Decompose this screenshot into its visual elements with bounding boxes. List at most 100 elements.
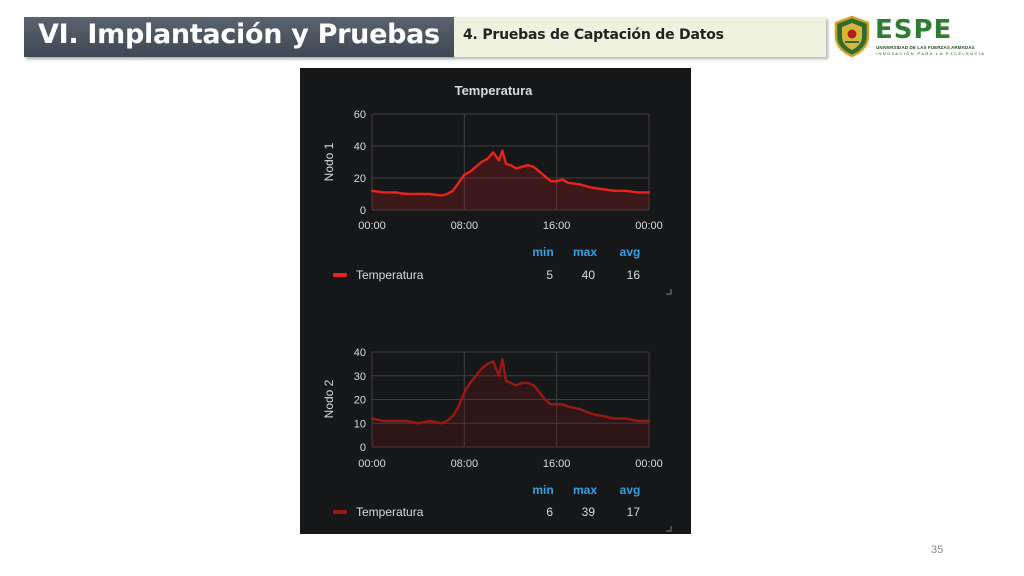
series-area-fill: [372, 150, 649, 210]
data-point: [543, 398, 547, 401]
data-point: [636, 419, 639, 423]
data-point: [504, 379, 508, 382]
data-point: [532, 384, 535, 387]
y-tick-label: 20: [354, 173, 366, 185]
stat-value-avg: 17: [627, 505, 641, 519]
x-tick-label: 00:00: [635, 220, 663, 232]
data-point: [393, 191, 397, 194]
data-point: [647, 191, 651, 194]
data-point: [590, 186, 593, 189]
data-point: [417, 422, 420, 425]
data-point: [417, 192, 420, 196]
data-point: [624, 189, 628, 192]
data-point: [492, 151, 495, 154]
stat-value-max: 39: [582, 505, 596, 519]
series-area-fill: [372, 359, 649, 447]
logo-wordmark: ESPE: [875, 15, 953, 45]
y-tick-label: 20: [354, 395, 366, 407]
x-tick-label: 00:00: [635, 458, 663, 470]
data-point: [468, 381, 472, 385]
legend-swatch: [333, 273, 347, 277]
y-tick-label: 30: [354, 371, 366, 383]
x-tick-label: 00:00: [358, 458, 386, 470]
data-point: [382, 419, 385, 423]
resize-handle-icon: [666, 526, 672, 532]
stat-value-min: 5: [546, 268, 553, 282]
x-tick-label: 00:00: [358, 220, 386, 232]
data-point: [509, 381, 512, 385]
data-point: [624, 417, 628, 420]
data-point: [509, 164, 512, 167]
data-point: [549, 180, 553, 183]
section-subtitle: 4. Pruebas de Captación de Datos: [463, 27, 724, 43]
data-point: [370, 189, 374, 192]
data-point: [504, 162, 508, 165]
data-point: [567, 405, 570, 408]
data-point: [543, 175, 547, 178]
section-subtitle-box: 4. Pruebas de Captación de Datos: [454, 17, 826, 57]
data-point: [382, 191, 385, 194]
data-point: [520, 165, 524, 168]
data-point: [613, 189, 616, 192]
data-point: [538, 391, 541, 394]
data-point: [463, 173, 466, 176]
data-point: [463, 391, 466, 394]
y-axis-label: Nodo 1: [322, 142, 336, 181]
data-point: [480, 367, 483, 370]
grafana-panel: Temperatura 0 20 40 60 00:00 08:00 16:00 00:00 No…: [300, 68, 691, 534]
data-point: [480, 160, 483, 164]
chart-title: Temperatura: [455, 83, 534, 98]
data-point: [590, 412, 593, 415]
data-point: [549, 403, 553, 406]
data-point: [567, 181, 570, 184]
data-point: [515, 384, 518, 387]
data-point: [578, 407, 581, 411]
logo-tagline: INNOVACIÓN PARA LA EXCELENCIA: [876, 51, 986, 56]
data-point: [501, 357, 504, 361]
legend-swatch: [333, 510, 347, 514]
data-point: [526, 381, 529, 385]
university-crest-icon: [834, 15, 870, 58]
data-point: [515, 167, 518, 170]
data-point: [474, 165, 478, 168]
data-point: [555, 403, 558, 406]
data-point: [497, 159, 501, 162]
stat-header-max: max: [573, 245, 597, 259]
data-point: [561, 178, 564, 181]
stat-value-min: 6: [546, 505, 553, 519]
data-point: [440, 194, 443, 197]
data-point: [393, 419, 397, 423]
stat-header-min: min: [532, 483, 553, 497]
data-point: [486, 362, 489, 366]
legend-label: Temperatura: [356, 268, 424, 282]
page-number: 35: [931, 544, 944, 556]
stat-header-avg: avg: [620, 245, 641, 259]
data-point: [445, 192, 449, 196]
data-point: [451, 189, 454, 192]
data-point: [601, 188, 604, 191]
resize-handle-icon: [666, 289, 672, 295]
data-point: [405, 419, 408, 423]
x-tick-label: 16:00: [543, 220, 571, 232]
x-tick-label: 08:00: [451, 220, 479, 232]
x-tick-label: 16:00: [543, 458, 571, 470]
data-point: [405, 192, 408, 196]
slide-title: VI. Implantación y Pruebas: [38, 19, 440, 50]
y-tick-label: 60: [354, 109, 366, 121]
y-axis-label: Nodo 2: [322, 379, 336, 418]
data-point: [370, 417, 374, 420]
data-point: [555, 180, 558, 183]
data-point: [468, 170, 472, 173]
data-point: [636, 191, 639, 194]
data-point: [561, 403, 564, 406]
stat-header-avg: avg: [620, 483, 641, 497]
data-point: [451, 414, 454, 418]
data-point: [520, 381, 524, 385]
espe-logo: ESPE UNIVERSIDAD DE LAS FUERZAS ARMADAS …: [832, 14, 992, 58]
data-point: [601, 414, 604, 418]
stat-value-avg: 16: [627, 268, 641, 282]
data-point: [497, 374, 501, 377]
data-point: [440, 422, 443, 425]
legend-label: Temperatura: [356, 505, 424, 519]
